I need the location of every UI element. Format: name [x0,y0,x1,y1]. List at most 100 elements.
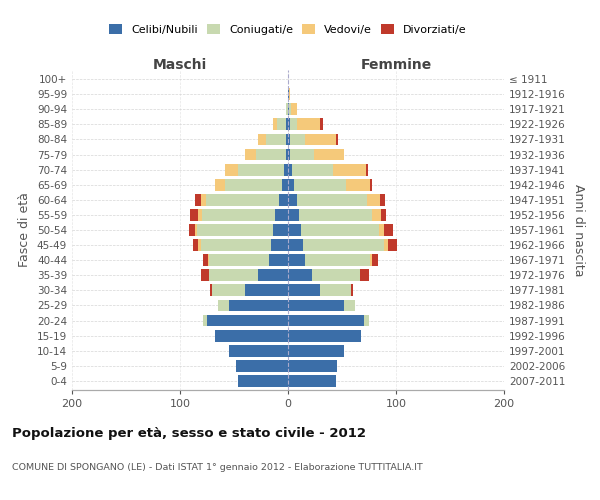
Bar [379,224,384,236]
Bar [367,194,380,205]
Bar [335,134,338,145]
Bar [384,224,393,236]
Bar [288,104,289,115]
Bar [346,179,370,190]
Bar [288,179,295,190]
Bar [288,164,292,175]
Bar [200,194,206,205]
Bar [288,300,344,312]
Bar [372,209,381,221]
Bar [299,209,372,221]
Bar [190,209,199,221]
Bar [303,239,384,251]
Bar [320,118,323,130]
Bar [370,254,372,266]
Bar [288,375,335,387]
Bar [290,118,296,130]
Bar [226,164,238,175]
Text: COMUNE DI SPONGANO (LE) - Dati ISTAT 1° gennaio 2012 - Elaborazione TUTTITALIA.I: COMUNE DI SPONGANO (LE) - Dati ISTAT 1° … [12,462,423,471]
Bar [256,148,286,160]
Text: Maschi: Maschi [153,58,207,72]
Bar [305,254,370,266]
Text: Femmine: Femmine [361,58,431,72]
Bar [320,284,350,296]
Bar [289,104,291,115]
Bar [286,104,288,115]
Bar [238,375,288,387]
Bar [245,148,256,160]
Bar [226,179,281,190]
Bar [381,209,386,221]
Bar [218,300,229,312]
Bar [372,254,377,266]
Bar [273,118,277,130]
Bar [209,270,258,281]
Bar [296,118,320,130]
Bar [288,254,305,266]
Bar [229,300,288,312]
Bar [364,314,369,326]
Bar [258,270,288,281]
Bar [288,88,289,100]
Legend: Celibi/Nubili, Coniugati/e, Vedovi/e, Divorziati/e: Celibi/Nubili, Coniugati/e, Vedovi/e, Di… [109,24,467,35]
Bar [188,224,195,236]
Bar [197,224,273,236]
Bar [286,134,288,145]
Bar [288,284,320,296]
Bar [199,209,202,221]
Bar [288,118,290,130]
Bar [314,148,344,160]
Bar [203,254,208,266]
Bar [388,239,397,251]
Bar [296,194,367,205]
Bar [215,330,288,342]
Bar [209,254,269,266]
Bar [290,148,314,160]
Bar [277,118,286,130]
Bar [288,239,303,251]
Bar [286,118,288,130]
Bar [290,134,305,145]
Bar [295,179,346,190]
Bar [286,148,288,160]
Text: Popolazione per età, sesso e stato civile - 2012: Popolazione per età, sesso e stato civil… [12,428,366,440]
Bar [266,134,286,145]
Bar [312,270,361,281]
Y-axis label: Anni di nascita: Anni di nascita [572,184,585,276]
Bar [271,239,288,251]
Bar [305,134,335,145]
Bar [344,300,355,312]
Bar [245,284,288,296]
Y-axis label: Fasce di età: Fasce di età [19,192,31,268]
Bar [203,314,207,326]
Bar [206,194,280,205]
Bar [273,224,288,236]
Bar [289,88,290,100]
Bar [384,239,388,251]
Bar [275,209,288,221]
Bar [202,209,275,221]
Bar [288,345,344,356]
Bar [210,284,212,296]
Bar [288,134,290,145]
Bar [366,164,368,175]
Bar [288,148,290,160]
Bar [281,179,288,190]
Bar [361,270,369,281]
Bar [334,164,366,175]
Bar [288,314,364,326]
Bar [200,270,209,281]
Bar [288,209,299,221]
Bar [288,194,296,205]
Bar [288,360,337,372]
Bar [200,239,271,251]
Bar [195,224,197,236]
Bar [193,239,199,251]
Bar [301,224,379,236]
Bar [236,360,288,372]
Bar [288,224,301,236]
Bar [288,270,312,281]
Bar [215,179,226,190]
Bar [284,164,288,175]
Bar [238,164,284,175]
